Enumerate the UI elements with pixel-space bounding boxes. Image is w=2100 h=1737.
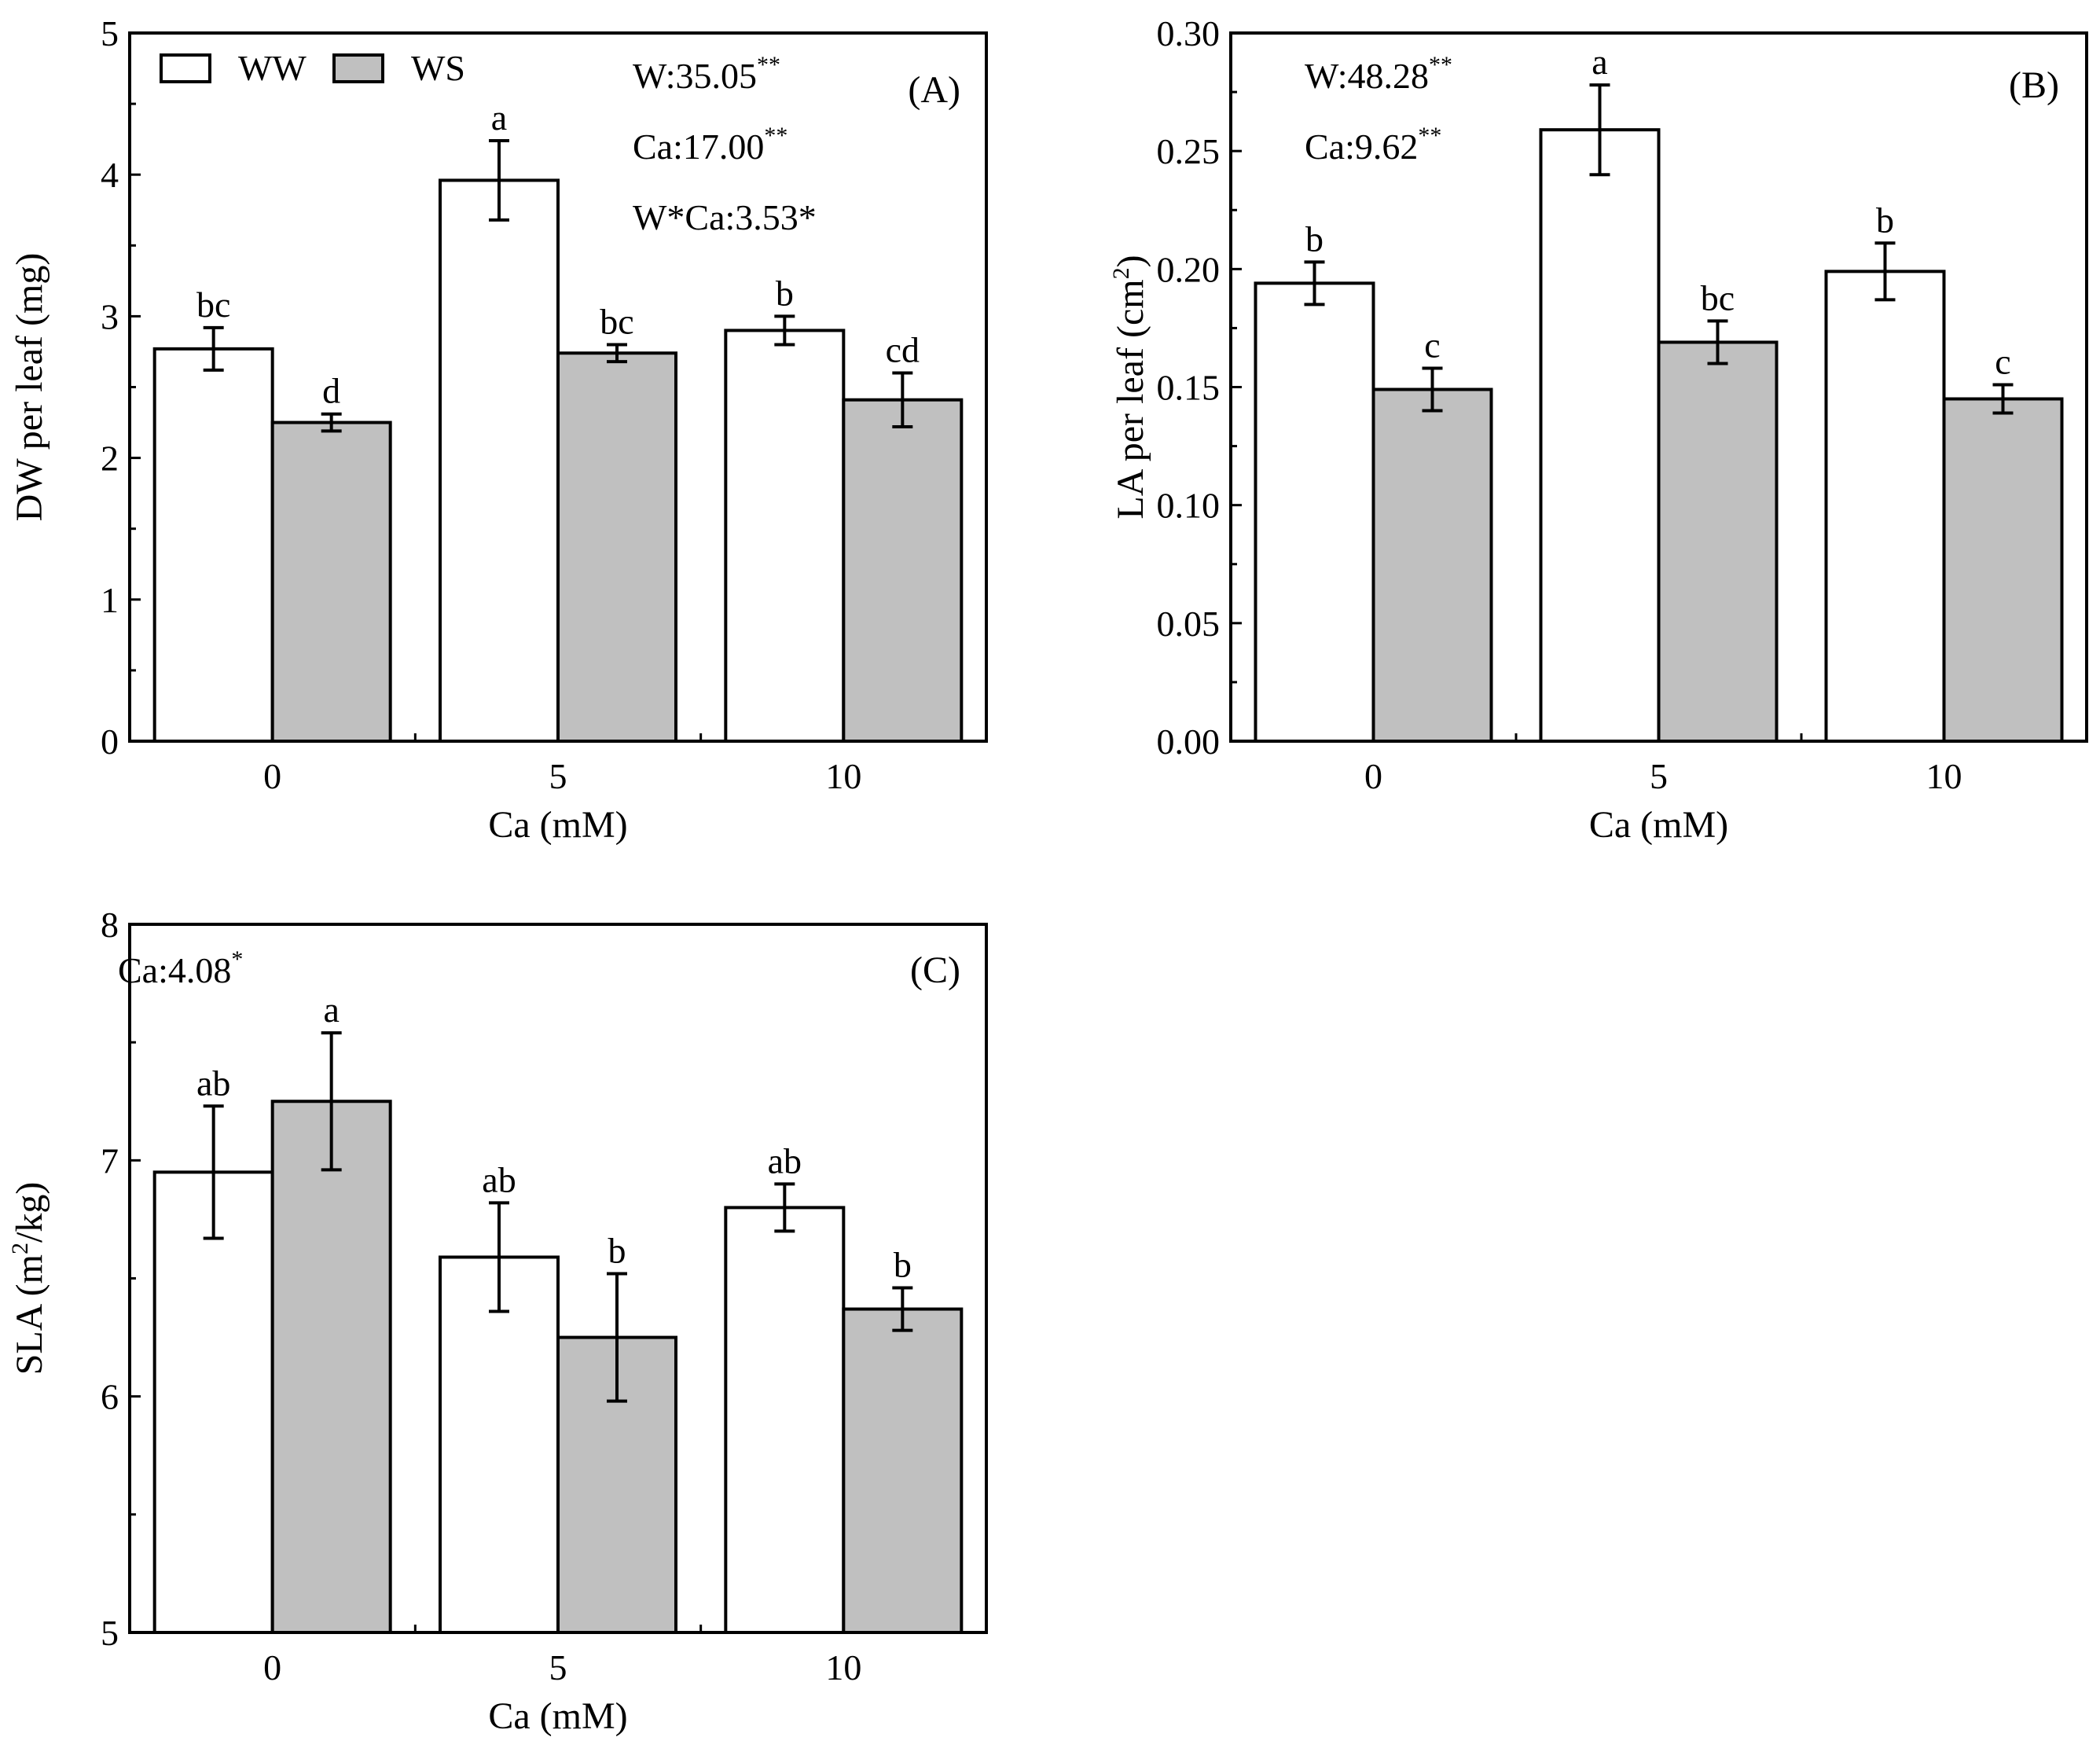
- y-axis-title: DW per leaf (mg): [9, 253, 50, 522]
- significance-letter: b: [1305, 219, 1324, 259]
- x-tick-label: 10: [825, 1647, 861, 1687]
- x-tick-label: 10: [1926, 756, 1962, 796]
- significance-letter: ab: [768, 1140, 802, 1181]
- bar-ww-0: [152, 347, 274, 743]
- panel-label: (C): [910, 949, 960, 991]
- significance-letter: bc: [1701, 277, 1735, 318]
- y-tick-label: 5: [101, 13, 119, 53]
- significance-letter: b: [776, 273, 794, 313]
- legend-label-ws: WS: [411, 48, 465, 88]
- bar-ww-10: [724, 329, 846, 744]
- y-tick-label: 0.00: [1157, 722, 1221, 762]
- y-tick-label: 1: [101, 580, 119, 620]
- y-tick-label: 2: [101, 439, 119, 479]
- y-tick-label: 0.25: [1157, 131, 1221, 171]
- y-tick-label: 3: [101, 296, 119, 336]
- bar-ww-10: [724, 1206, 846, 1634]
- y-tick-label: 4: [101, 155, 119, 195]
- significance-letter: d: [322, 371, 340, 411]
- y-tick-label: 0.20: [1157, 249, 1221, 289]
- significance-letter: b: [1876, 200, 1894, 240]
- significance-letter: c: [1424, 325, 1440, 365]
- bar-ws-5: [1657, 340, 1779, 743]
- y-tick-label: 0.15: [1157, 368, 1221, 408]
- bar-ww-5: [1539, 128, 1661, 744]
- bar-ww-10: [1824, 270, 1946, 743]
- stat-annotation: W*Ca:3.53*: [633, 197, 817, 237]
- significance-letter: bc: [196, 285, 230, 325]
- legend-swatch-ww: [160, 53, 211, 83]
- x-tick-label: 0: [263, 756, 281, 796]
- bar-ws-0: [1371, 387, 1493, 743]
- x-axis-title: Ca (mM): [1589, 804, 1728, 846]
- significance-letter: a: [323, 990, 339, 1030]
- bar-ww-0: [152, 1170, 274, 1634]
- y-tick-label: 0.10: [1157, 486, 1221, 526]
- stat-annotation: Ca:4.08*: [118, 946, 243, 990]
- bar-ws-5: [556, 351, 677, 743]
- significance-letter: ab: [196, 1063, 230, 1103]
- significance-letter: c: [1995, 341, 2010, 381]
- bar-ws-10: [1942, 397, 2064, 743]
- legend-label-ww: WW: [238, 48, 307, 88]
- x-tick-label: 0: [1364, 756, 1382, 796]
- panel-label: (A): [908, 69, 960, 111]
- stat-annotation: W:35.05**: [633, 52, 780, 96]
- panel-label: (B): [2009, 64, 2059, 106]
- bar-ww-5: [439, 178, 560, 743]
- significance-letter: bc: [600, 301, 633, 341]
- y-tick-label: 0: [101, 722, 119, 762]
- x-tick-label: 0: [263, 1647, 281, 1687]
- y-axis-title: SLA (m2/kg): [7, 1182, 50, 1375]
- y-tick-label: 7: [101, 1140, 119, 1181]
- bar-ws-10: [842, 1307, 964, 1634]
- y-tick-label: 6: [101, 1377, 119, 1417]
- bar-ws-0: [270, 420, 392, 743]
- stat-annotation: Ca:17.00**: [633, 123, 788, 167]
- x-tick-label: 5: [549, 1647, 567, 1687]
- y-tick-label: 0.30: [1157, 13, 1221, 53]
- significance-letter: b: [608, 1230, 626, 1270]
- x-tick-label: 5: [1650, 756, 1668, 796]
- significance-letter: cd: [886, 329, 920, 369]
- significance-letter: ab: [482, 1159, 516, 1199]
- x-tick-label: 10: [825, 756, 861, 796]
- bar-ws-0: [270, 1100, 392, 1634]
- y-tick-label: 5: [101, 1613, 119, 1653]
- significance-letter: b: [894, 1245, 912, 1285]
- x-tick-label: 5: [549, 756, 567, 796]
- y-tick-label: 0.05: [1157, 604, 1221, 644]
- legend: WW WS: [160, 48, 465, 88]
- x-axis-title: Ca (mM): [488, 1695, 627, 1737]
- y-tick-label: 8: [101, 905, 119, 945]
- stat-annotation: Ca:9.62**: [1305, 123, 1441, 167]
- significance-letter: a: [491, 97, 507, 138]
- x-axis-title: Ca (mM): [488, 804, 627, 846]
- stat-annotation: W:48.28**: [1305, 52, 1452, 96]
- bar-ww-0: [1254, 281, 1375, 743]
- y-axis-title: LA per leaf (cm2): [1108, 255, 1151, 519]
- bar-ws-10: [842, 398, 964, 743]
- chart-panel-a: bc a b d bc cd 0 1 2 3 4 5 0 5 10 Ca (mM) DW per leaf (m…: [9, 13, 988, 846]
- legend-swatch-ws: [332, 53, 384, 83]
- significance-letter: a: [1592, 42, 1607, 82]
- bar-ww-5: [439, 1255, 560, 1634]
